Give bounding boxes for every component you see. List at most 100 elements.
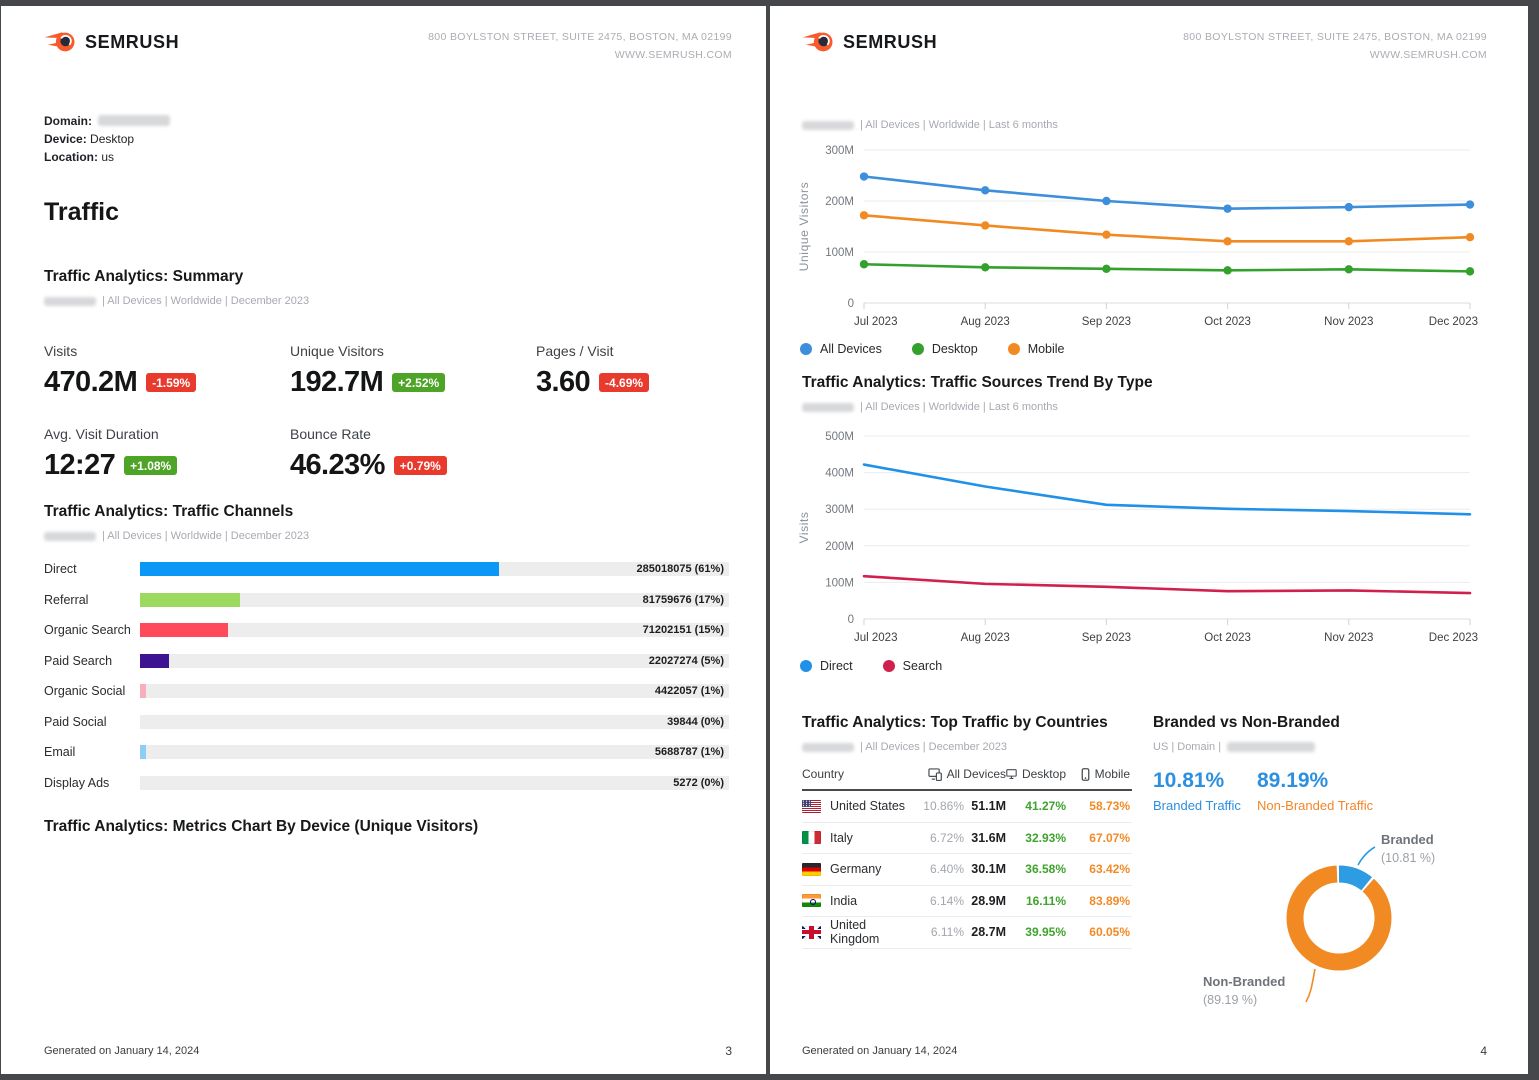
non-branded-callout: Non-Branded (89.19 %) (1203, 974, 1286, 1007)
channel-bar-fill (140, 653, 170, 668)
donut-slice-non-branded (1286, 865, 1392, 971)
generated-date: Generated on January 14, 2024 (44, 1045, 200, 1057)
metric-change-badge: +0.79% (393, 456, 447, 475)
series-line-all-devices (862, 175, 1472, 210)
desktop-monitor-icon (1006, 769, 1017, 780)
page-number: 4 (1480, 1044, 1487, 1058)
branded-donut-chart (1285, 846, 1393, 1003)
address-line-2: WWW.SEMRUSH.COM (1369, 49, 1487, 61)
flag-gb-icon (802, 925, 821, 939)
branded-heading: Branded vs Non-Branded (1153, 714, 1340, 731)
channels-heading: Traffic Analytics: Traffic Channels (44, 503, 294, 520)
non-branded-stat: 89.19% Non-Branded Traffic (1257, 769, 1373, 813)
metric-label: Visits (44, 343, 78, 359)
redacted-domain (98, 115, 170, 126)
country-share: 6.14% (929, 893, 964, 908)
channel-row: Display Ads 5272 (0%) (44, 775, 729, 790)
channel-value: 71202151 (15%) (642, 624, 724, 636)
summary-section: Traffic Analytics: Summary | All Devices… (44, 268, 732, 482)
x-tick-label: Nov 2023 (1324, 632, 1373, 644)
x-tick-label: Sep 2023 (1082, 632, 1131, 644)
brand-name: SEMRUSH (85, 31, 180, 52)
channel-bar-track: 285018075 (61%) (140, 562, 729, 576)
channel-label: Display Ads (44, 775, 110, 790)
channel-label: Paid Social (44, 714, 107, 729)
channel-bar-track: 81759676 (17%) (140, 592, 729, 607)
x-tick-label: Jul 2023 (854, 316, 897, 328)
legend-dot-icon (800, 343, 812, 355)
column-desktop: Desktop (1006, 767, 1066, 781)
redacted-domain (802, 402, 854, 412)
non-branded-label: Non-Branded Traffic (1257, 798, 1374, 813)
data-point (981, 186, 990, 195)
y-tick-label: 500M (825, 431, 854, 443)
meta-domain: Domain: (44, 112, 170, 130)
company-address: 800 BOYLSTON STREET, SUITE 2475, BOSTON,… (1183, 28, 1487, 64)
address-line-2: WWW.SEMRUSH.COM (614, 49, 732, 61)
channel-row: Email 5688787 (1%) (44, 745, 729, 759)
semrush-flame-icon (44, 32, 75, 52)
bottom-section: Traffic Analytics: Top Traffic by Countr… (802, 714, 1488, 1033)
channel-row: Referral 81759676 (17%) (44, 592, 729, 607)
y-tick-label: 100M (825, 247, 854, 259)
page-footer: Generated on January 14, 2024 3 (44, 1044, 732, 1058)
legend-label: Direct (820, 659, 853, 673)
branded-percent: 10.81% (1153, 769, 1225, 792)
metric-card: Pages / Visit 3.60 -4.69% (536, 343, 732, 399)
report-meta: Domain: Device: Desktop Location: us (44, 112, 170, 166)
metric-change-badge: -4.69% (599, 373, 650, 392)
legend-dot-icon (882, 660, 895, 672)
x-tick-label: Oct 2023 (1204, 632, 1251, 644)
x-tick-label: Nov 2023 (1324, 316, 1373, 328)
country-name: United States (830, 799, 906, 814)
branded-stat: 10.81% Branded Traffic (1153, 769, 1241, 813)
data-point (859, 211, 869, 220)
legend-dot-icon (911, 343, 924, 355)
data-point (1223, 204, 1232, 213)
country-desktop-share: 39.95% (1025, 925, 1066, 940)
summary-metrics: Visits 470.2M -1.59% Unique Visitors 192.7M +… (44, 343, 732, 482)
channel-value: 5272 (0%) (673, 776, 724, 789)
meta-device: Device: Desktop (44, 132, 135, 146)
y-tick-label: 0 (848, 298, 854, 310)
redacted-domain (44, 531, 96, 541)
table-row: United Kingdom 6.11% 28.7M 39.95% 60.05% (802, 917, 1132, 949)
country-share: 6.72% (929, 830, 964, 845)
y-tick-label: 200M (825, 196, 854, 208)
device-chart-heading: Traffic Analytics: Metrics Chart By Devi… (44, 818, 479, 835)
metric-value: 46.23% (290, 449, 385, 481)
country-mobile-share: 60.05% (1089, 925, 1130, 940)
table-row: Italy 6.72% 31.6M 32.93% 67.07% (802, 823, 1132, 854)
data-point (1465, 267, 1475, 276)
branded-label: Branded Traffic (1153, 798, 1241, 813)
data-point (1344, 202, 1353, 212)
x-tick-label: Oct 2023 (1204, 316, 1251, 328)
metric-card: Unique Visitors 192.7M +2.52% (290, 343, 536, 399)
channel-bar-track: 5272 (0%) (140, 775, 729, 790)
branded-callout-line (1357, 846, 1376, 866)
sources-filters: | All Devices | Worldwide | Last 6 month… (802, 401, 1487, 413)
country-desktop-share: 32.93% (1025, 830, 1066, 845)
branded-filters: US | Domain | (1153, 741, 1488, 753)
x-tick-label: Dec 2023 (1429, 316, 1478, 328)
metric-label: Pages / Visit (536, 343, 614, 359)
legend-label: Mobile (1027, 342, 1065, 356)
channel-label: Organic Search (44, 623, 131, 637)
y-tick-label: 400M (825, 468, 854, 480)
channel-bar-track: 39844 (0%) (140, 714, 729, 729)
address-line-1: 800 BOYLSTON STREET, SUITE 2475, BOSTON,… (428, 31, 732, 43)
country-visits: 51.1M (971, 799, 1006, 814)
country-name: Germany (830, 862, 882, 877)
legend-label: Search (902, 659, 943, 673)
branded-donut-area: Branded (10.81 %) Non-Branded (89.19 %) (1153, 823, 1488, 1033)
metric-card: Bounce Rate 46.23% +0.79% (290, 426, 536, 482)
page-header: SEMRUSH 800 BOYLSTON STREET, SUITE 2475,… (44, 28, 732, 64)
x-tick-label: Aug 2023 (961, 316, 1010, 328)
table-row: Germany 6.40% 30.1M 36.58% 63.42% (802, 854, 1132, 886)
sources-heading: Traffic Analytics: Traffic Sources Trend… (802, 374, 1153, 391)
device-chart-filters: | All Devices | Worldwide | Last 6 month… (802, 119, 1058, 131)
legend-label: All Devices (820, 342, 882, 356)
channel-value: 4422057 (1%) (654, 685, 724, 697)
countries-filters: | All Devices | December 2023 (802, 741, 1132, 753)
y-axis-title: Visits (797, 511, 811, 543)
